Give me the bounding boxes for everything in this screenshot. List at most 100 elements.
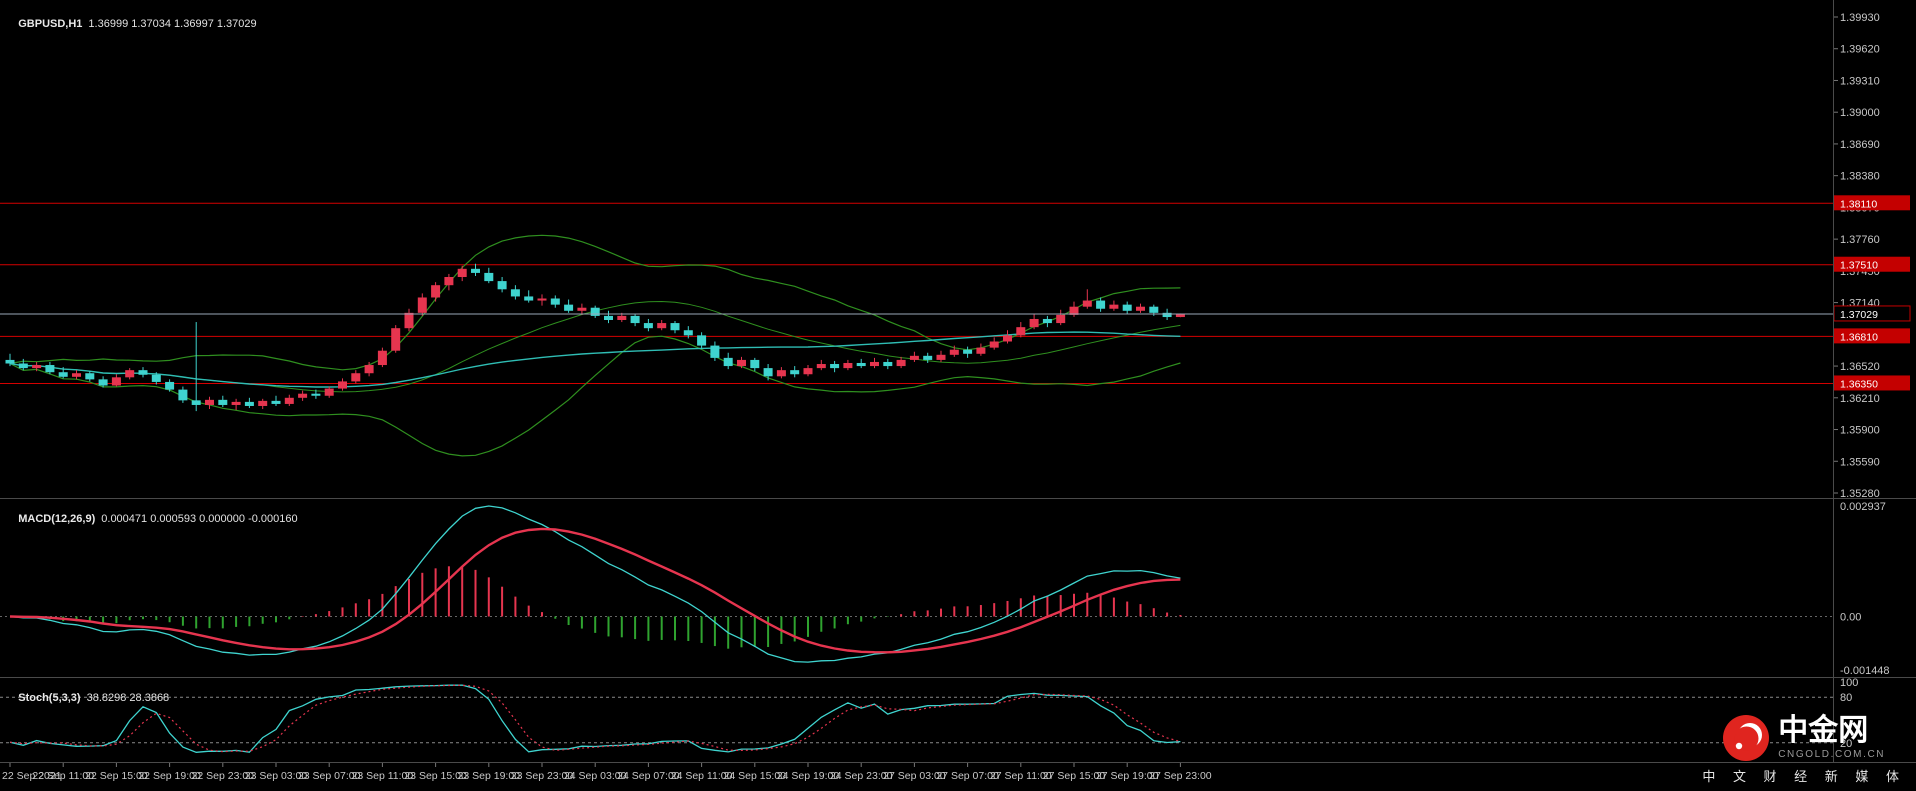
candle-body <box>471 268 480 273</box>
candle-body <box>657 323 667 329</box>
candle-body <box>750 359 760 369</box>
price-axis-label: 1.39000 <box>1840 107 1880 119</box>
price-axis-label: 1.36210 <box>1840 393 1880 405</box>
price-axis-label: 1.38690 <box>1840 139 1880 151</box>
candle-body <box>58 372 68 377</box>
price-scale[interactable]: 1.39930 1.39620 1.39310 1.39000 1.38690 1.383… <box>1833 12 1911 750</box>
price-tag: 1.36810 <box>1834 328 1910 344</box>
candle-body <box>404 312 414 329</box>
candle-body <box>98 379 108 386</box>
time-axis-label: 27 Sep 15:00 <box>1043 770 1106 782</box>
candle-body <box>564 304 574 311</box>
candle-body <box>377 350 387 366</box>
candle-body <box>683 330 693 336</box>
price-axis-label: 1.35590 <box>1840 456 1880 468</box>
time-axis-label: 23 Sep 11:00 <box>352 770 414 782</box>
candle-body <box>1122 304 1132 311</box>
candle-body <box>417 297 427 313</box>
time-axis-label: 22 Sep 11:00 <box>32 770 94 782</box>
ohlc-readout: 1.36999 1.37034 1.36997 1.37029 <box>88 18 257 30</box>
cngold-logo-row: 中金网 CNGOLD.COM.CN <box>1723 715 1885 761</box>
time-axis-label: 22 Sep 15:00 <box>85 770 148 782</box>
cngold-logo-icon <box>1723 715 1770 761</box>
candle-body <box>723 357 733 367</box>
price-tag: 1.37029 <box>1833 305 1911 322</box>
candle-body <box>391 328 401 351</box>
price-axis-label: 1.39620 <box>1840 44 1880 56</box>
candle-body <box>1136 306 1145 311</box>
stoch-d-line <box>9 684 1181 753</box>
candle-body <box>670 323 680 331</box>
stoch-panel-plot[interactable] <box>0 684 1833 753</box>
candle-body <box>125 370 135 378</box>
price-axis-label: 1.39930 <box>1840 12 1880 24</box>
time-axis-label: 22 Sep 19:00 <box>138 770 201 782</box>
candle-body <box>550 298 560 305</box>
candle-body <box>72 373 81 377</box>
candle-body <box>484 272 494 282</box>
stoch-indicator-name: Stoch(5,3,3) <box>18 692 81 704</box>
bollinger-upper-band <box>9 234 1181 371</box>
candle-body <box>710 345 720 358</box>
stoch-k-line <box>9 684 1181 753</box>
svg-text:1.37029: 1.37029 <box>1840 309 1878 321</box>
candle-body <box>510 289 520 297</box>
candle-body <box>697 335 707 346</box>
stoch-axis-label: 100 <box>1840 677 1858 689</box>
candle-body <box>191 400 201 405</box>
cngold-watermark: 中金网 CNGOLD.COM.CN 中 文 财 经 新 媒 体 <box>1702 715 1906 785</box>
candle-body <box>643 323 653 329</box>
candle-body <box>816 364 826 369</box>
candle-body <box>936 354 946 360</box>
candle-body <box>1042 318 1052 324</box>
candle-body <box>1149 306 1159 313</box>
candle-body <box>604 315 613 320</box>
candle-body <box>1016 327 1026 336</box>
candle-body <box>776 370 786 377</box>
candle-body <box>151 374 161 382</box>
cngold-logo-texts: 中金网 CNGOLD.COM.CN <box>1778 716 1885 760</box>
candle-body <box>178 389 188 401</box>
time-axis-label: 23 Sep 07:00 <box>298 770 361 782</box>
candle-body <box>617 315 627 320</box>
candle-body <box>218 399 228 405</box>
svg-text:1.37510: 1.37510 <box>1840 260 1878 272</box>
macd-panel-title: MACD(12,26,9) 0.000471 0.000593 0.000000 … <box>6 501 297 537</box>
candle-body <box>45 365 55 373</box>
candle-body <box>883 361 893 367</box>
candle-body <box>989 341 999 348</box>
main-chart-plot[interactable] <box>0 202 1833 457</box>
macd-axis-min: -0.001448 <box>1840 665 1890 677</box>
candle-body <box>457 268 467 278</box>
svg-text:1.36350: 1.36350 <box>1840 378 1878 390</box>
macd-indicator-name: MACD(12,26,9) <box>18 513 96 525</box>
stoch-panel-title: Stoch(5,3,3) 38.8298 28.3868 <box>6 680 169 716</box>
price-tag: 1.37510 <box>1834 256 1910 272</box>
time-axis-label: 24 Sep 23:00 <box>830 770 893 782</box>
candle-body <box>431 285 441 298</box>
candle-body <box>524 296 534 301</box>
candle-body <box>32 365 42 369</box>
time-axis-label: 23 Sep 15:00 <box>404 770 467 782</box>
macd-panel-plot[interactable] <box>0 505 1833 663</box>
macd-axis-zero: 0.00 <box>1840 612 1861 624</box>
svg-text:1.38110: 1.38110 <box>1840 198 1877 210</box>
candle-body <box>271 400 281 404</box>
candle-body <box>1029 318 1039 328</box>
svg-text:1.36810: 1.36810 <box>1840 331 1878 343</box>
brand-tagline: 中 文 财 经 新 媒 体 <box>1702 769 1906 784</box>
time-axis-label: 27 Sep 07:00 <box>936 770 999 782</box>
time-axis-label: 23 Sep 03:00 <box>245 770 308 782</box>
candle-body <box>737 359 746 367</box>
candle-body <box>351 373 361 382</box>
candle-body <box>138 370 148 375</box>
time-axis-label: 27 Sep 23:00 <box>1149 770 1212 782</box>
candle-body <box>1109 304 1119 309</box>
candle-body <box>830 364 840 369</box>
candle-body <box>18 363 28 369</box>
candle-body <box>284 397 294 404</box>
brand-name: 中金网 <box>1778 714 1869 748</box>
candle-body <box>896 359 906 367</box>
